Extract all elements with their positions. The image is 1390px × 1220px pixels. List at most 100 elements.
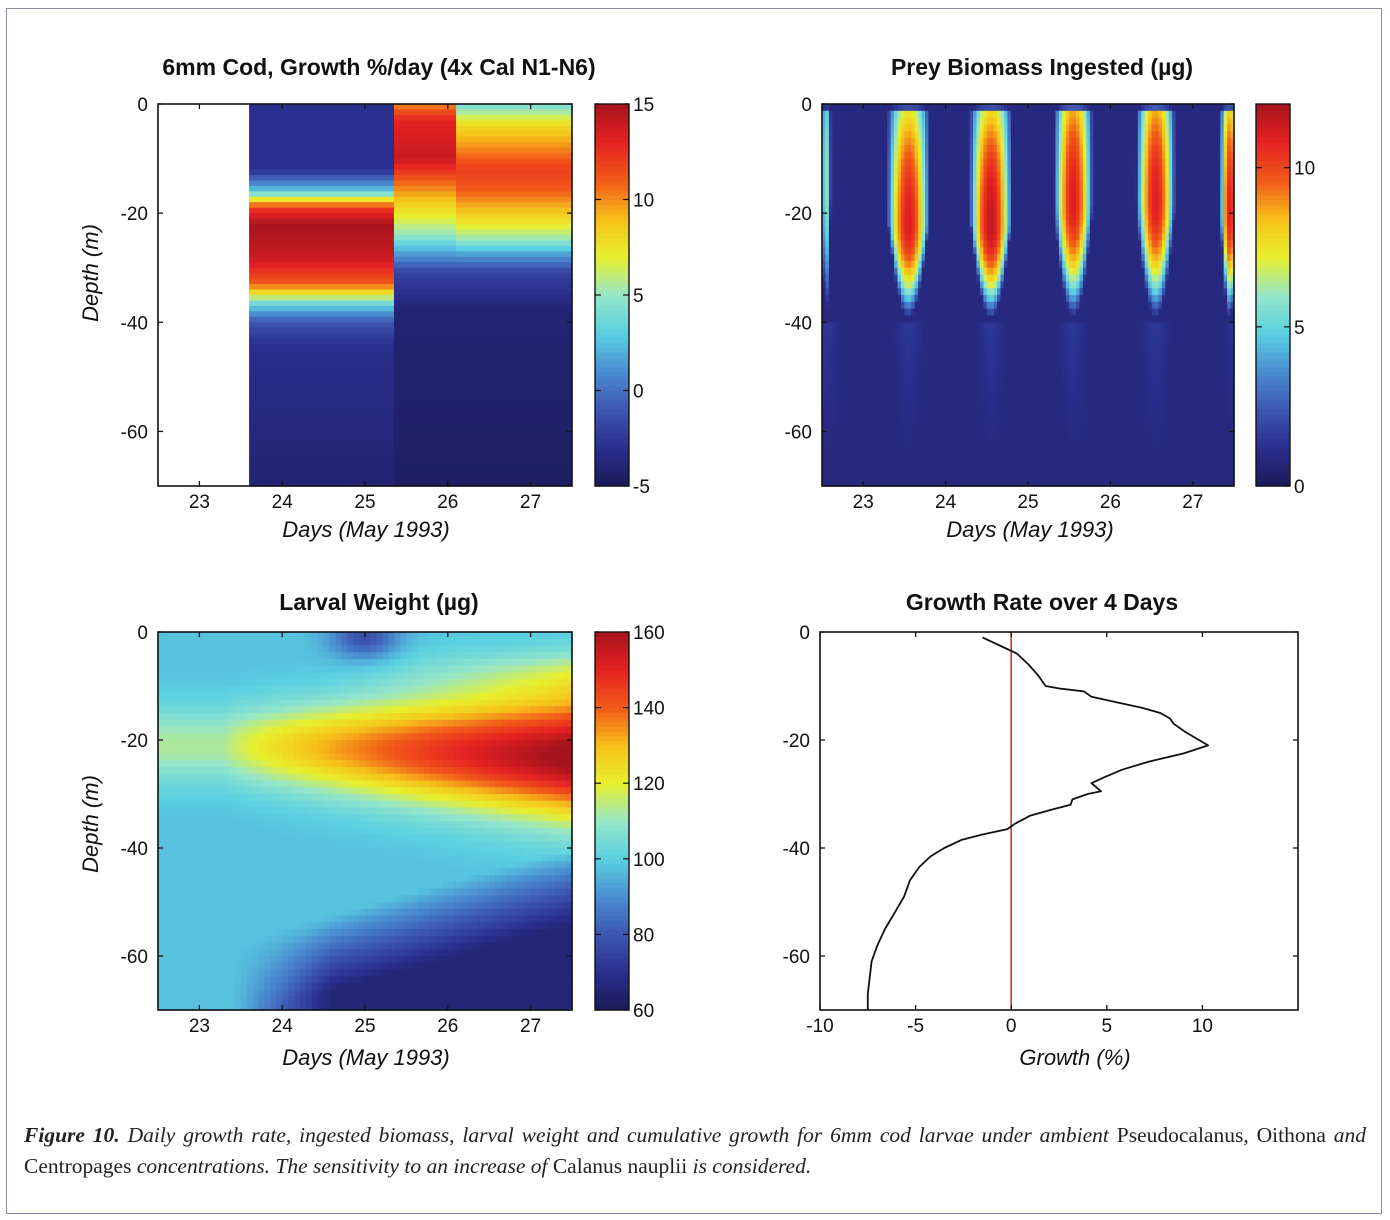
heatmap-cell (1041, 213, 1046, 221)
heatmap-cell (928, 335, 933, 344)
heatmap-cell (918, 185, 923, 194)
colorbar-swatch (595, 357, 629, 363)
heatmap-cell (1058, 315, 1063, 323)
heatmap-cell (1017, 424, 1022, 433)
heatmap-cell (931, 308, 936, 317)
heatmap-cell (938, 206, 943, 214)
heatmap-cell (249, 360, 395, 367)
heatmap-cell (897, 131, 902, 139)
heatmap-cell (1024, 472, 1029, 480)
heatmap-cell (393, 305, 457, 312)
heatmap-cell (842, 472, 847, 480)
heatmap-cell (897, 404, 902, 412)
heatmap-cell (983, 240, 988, 248)
heatmap-cell (828, 254, 833, 262)
heatmap-cell (1000, 335, 1005, 344)
heatmap-cell (990, 376, 995, 385)
heatmap-cell (1034, 356, 1039, 364)
heatmap-cell (914, 185, 919, 194)
heatmap-cell (1045, 219, 1050, 228)
heatmap-cell (993, 315, 998, 323)
heatmap-cell (1045, 138, 1050, 146)
heatmap-cell (1076, 165, 1081, 173)
heatmap-cell (928, 445, 933, 453)
heatmap-cell (1003, 465, 1008, 473)
heatmap-cell (876, 240, 881, 248)
heatmap-cell (1038, 363, 1043, 371)
heatmap-cell (983, 438, 988, 446)
heatmap-cell (1021, 233, 1026, 242)
heatmap-cell (887, 390, 892, 398)
heatmap-cell (842, 383, 847, 392)
heatmap-cell (914, 295, 919, 303)
heatmap-cell (897, 179, 902, 187)
heatmap-cell (1024, 124, 1029, 132)
heatmap-cell (949, 138, 954, 146)
heatmap-cell (955, 363, 960, 371)
heatmap-cell (456, 431, 573, 438)
heatmap-cell (1106, 138, 1111, 146)
heatmap-cell (990, 458, 995, 467)
heatmap-cell (842, 274, 847, 282)
heatmap-cell (900, 335, 905, 344)
heatmap-cell (1100, 370, 1105, 378)
heatmap-cell (849, 110, 854, 119)
heatmap-cell (1052, 172, 1057, 180)
heatmap-cell (887, 417, 892, 426)
heatmap-cell (931, 151, 936, 160)
heatmap-cell (1072, 179, 1077, 187)
heatmap-cell (863, 308, 868, 317)
heatmap-cell (456, 136, 573, 143)
heatmap-cell (1100, 281, 1105, 289)
heatmap-cell (1076, 226, 1081, 235)
heatmap-cell (883, 438, 888, 446)
heatmap-cell (1079, 131, 1084, 139)
heatmap-cell (849, 131, 854, 139)
heatmap-cell (945, 479, 950, 487)
heatmap-cell (393, 316, 457, 323)
heatmap-cell (907, 206, 912, 214)
heatmap-cell (911, 451, 916, 460)
heatmap-cell (1089, 158, 1094, 166)
heatmap-cell (952, 158, 957, 166)
heatmap-cell (1014, 301, 1019, 310)
heatmap-cell (1034, 192, 1039, 201)
heatmap-cell (897, 431, 902, 439)
heatmap-cell (907, 445, 912, 453)
heatmap-cell (873, 131, 878, 139)
heatmap-cell (832, 117, 837, 126)
heatmap-cell (1055, 308, 1060, 317)
heatmap-cell (966, 226, 971, 235)
heatmap-cell (1017, 233, 1022, 242)
heatmap-cell (849, 233, 854, 242)
heatmap-cell (914, 397, 919, 405)
heatmap-cell (1031, 295, 1036, 303)
heatmap-cell (914, 301, 919, 310)
heatmap-cell (894, 144, 899, 153)
colorbar-swatch (595, 204, 629, 210)
heatmap-cell (904, 431, 909, 439)
heatmap-cell (952, 185, 957, 194)
heatmap-cell (952, 172, 957, 180)
heatmap-cell (852, 451, 857, 460)
heatmap-cell (1007, 315, 1012, 323)
heatmap-cell (887, 315, 892, 323)
heatmap-cell (1010, 110, 1015, 119)
heatmap-cell (983, 185, 988, 194)
heatmap-cell (456, 300, 573, 307)
heatmap-cell (945, 151, 950, 160)
heatmap-cell (1014, 397, 1019, 405)
heatmap-cell (942, 315, 947, 323)
heatmap-cell (1062, 335, 1067, 344)
heatmap-cell (1031, 247, 1036, 255)
heatmap-cell (945, 335, 950, 344)
heatmap-cell (1055, 165, 1060, 173)
heatmap-cell (880, 233, 885, 242)
heatmap-cell (962, 417, 967, 426)
heatmap-cell (1100, 288, 1105, 296)
heatmap-cell (1014, 117, 1019, 126)
heatmap-cell (832, 288, 837, 296)
heatmap-cell (1082, 301, 1087, 310)
heatmap-cell (1021, 213, 1026, 221)
heatmap-cell (839, 397, 844, 405)
